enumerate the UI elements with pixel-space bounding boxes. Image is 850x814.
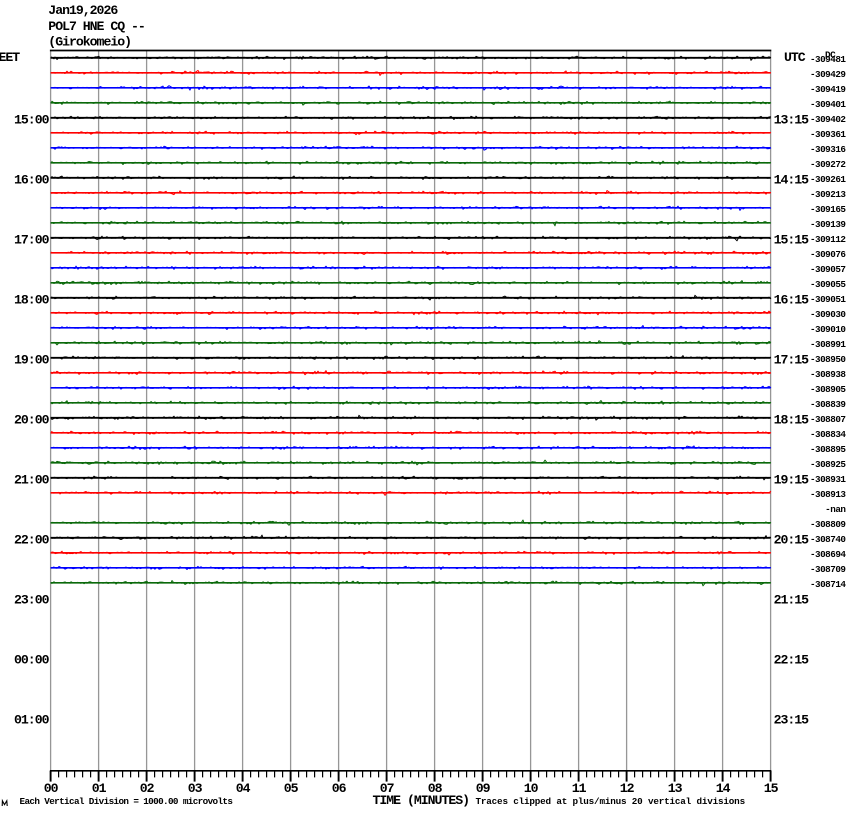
svg-text:14: 14 [716, 781, 731, 796]
svg-text:-308740: -308740 [810, 534, 846, 545]
svg-text:07: 07 [380, 781, 395, 796]
svg-text:Traces clipped at plus/minus 2: Traces clipped at plus/minus 20 vertical… [476, 796, 746, 807]
svg-text:-308895: -308895 [810, 444, 846, 455]
svg-text:11: 11 [572, 781, 587, 796]
svg-text:15:00: 15:00 [14, 112, 50, 127]
svg-text:06: 06 [332, 781, 347, 796]
svg-text:TIME (MINUTES): TIME (MINUTES) [373, 793, 470, 808]
svg-text:13: 13 [668, 781, 683, 796]
svg-text:-309361: -309361 [810, 129, 846, 140]
svg-text:-308931: -308931 [810, 474, 846, 485]
svg-text:16:00: 16:00 [14, 172, 50, 187]
svg-text:21:15: 21:15 [774, 592, 810, 607]
svg-text:DC: DC [825, 50, 836, 61]
svg-text:12: 12 [620, 781, 635, 796]
svg-text:03: 03 [188, 781, 203, 796]
svg-text:23:15: 23:15 [774, 712, 810, 727]
svg-text:-309112: -309112 [810, 234, 846, 245]
svg-text:18:00: 18:00 [14, 292, 50, 307]
svg-text:Each Vertical Division = 1000.: Each Vertical Division = 1000.00 microvo… [20, 796, 234, 807]
svg-text:EET: EET [0, 50, 20, 65]
svg-text:-309481: -309481 [810, 54, 846, 65]
svg-text:04: 04 [236, 781, 251, 796]
svg-text:-309272: -309272 [810, 159, 846, 170]
svg-text:-309051: -309051 [810, 294, 846, 305]
svg-text:19:15: 19:15 [774, 472, 810, 487]
svg-text:Jan19,2026: Jan19,2026 [48, 3, 118, 18]
svg-text:21:00: 21:00 [14, 472, 50, 487]
svg-text:02: 02 [140, 781, 155, 796]
svg-text:00: 00 [44, 781, 59, 796]
svg-text:POL7 HNE CQ --: POL7 HNE CQ -- [48, 19, 145, 34]
svg-text:-308950: -308950 [810, 354, 846, 365]
svg-text:-309030: -309030 [810, 309, 846, 320]
svg-text:-309010: -309010 [810, 324, 846, 335]
svg-text:19:00: 19:00 [14, 352, 50, 367]
svg-text:-308905: -308905 [810, 384, 846, 395]
svg-text:01: 01 [92, 781, 107, 796]
svg-text:-309076: -309076 [810, 249, 846, 260]
svg-text:-308938: -308938 [810, 369, 846, 380]
svg-text:UTC: UTC [784, 50, 806, 65]
svg-text:-309419: -309419 [810, 84, 846, 95]
svg-text:-308839: -308839 [810, 399, 846, 410]
svg-text:-309139: -309139 [810, 219, 846, 230]
svg-text:05: 05 [284, 781, 299, 796]
svg-text:17:00: 17:00 [14, 232, 50, 247]
svg-text:-309401: -309401 [810, 99, 846, 110]
svg-text:00:00: 00:00 [14, 652, 50, 667]
svg-text:18:15: 18:15 [774, 412, 810, 427]
svg-text:17:15: 17:15 [774, 352, 810, 367]
svg-text:-309165: -309165 [810, 204, 846, 215]
svg-text:14:15: 14:15 [774, 172, 810, 187]
svg-text:(Girokomeio): (Girokomeio) [48, 35, 131, 50]
svg-text:22:00: 22:00 [14, 532, 50, 547]
svg-text:-308807: -308807 [810, 414, 846, 425]
svg-text:-308694: -308694 [810, 549, 846, 560]
svg-text:-308709: -308709 [810, 564, 846, 575]
svg-text:-308834: -308834 [810, 429, 846, 440]
svg-text:-308991: -308991 [810, 339, 846, 350]
svg-text:16:15: 16:15 [774, 292, 810, 307]
svg-text:13:15: 13:15 [774, 112, 810, 127]
svg-text:20:15: 20:15 [774, 532, 810, 547]
svg-text:-309057: -309057 [810, 264, 846, 275]
svg-text:10: 10 [524, 781, 539, 796]
svg-text:-309402: -309402 [810, 114, 846, 125]
svg-text:-nan: -nan [825, 504, 846, 515]
svg-text:22:15: 22:15 [774, 652, 810, 667]
svg-text:20:00: 20:00 [14, 412, 50, 427]
svg-text:23:00: 23:00 [14, 592, 50, 607]
svg-text:-309316: -309316 [810, 144, 846, 155]
svg-text:-308913: -308913 [810, 489, 846, 500]
svg-text:-308925: -308925 [810, 459, 846, 470]
svg-text:-309261: -309261 [810, 174, 846, 185]
svg-text:08: 08 [428, 781, 443, 796]
svg-text:-309429: -309429 [810, 69, 846, 80]
svg-text:15:15: 15:15 [774, 232, 810, 247]
svg-text:-309213: -309213 [810, 189, 846, 200]
svg-text:-308809: -308809 [810, 519, 846, 530]
svg-text:01:00: 01:00 [14, 712, 50, 727]
svg-text:09: 09 [476, 781, 491, 796]
svg-text:-308714: -308714 [810, 579, 846, 590]
svg-text:15: 15 [764, 781, 779, 796]
svg-text:-309055: -309055 [810, 279, 846, 290]
